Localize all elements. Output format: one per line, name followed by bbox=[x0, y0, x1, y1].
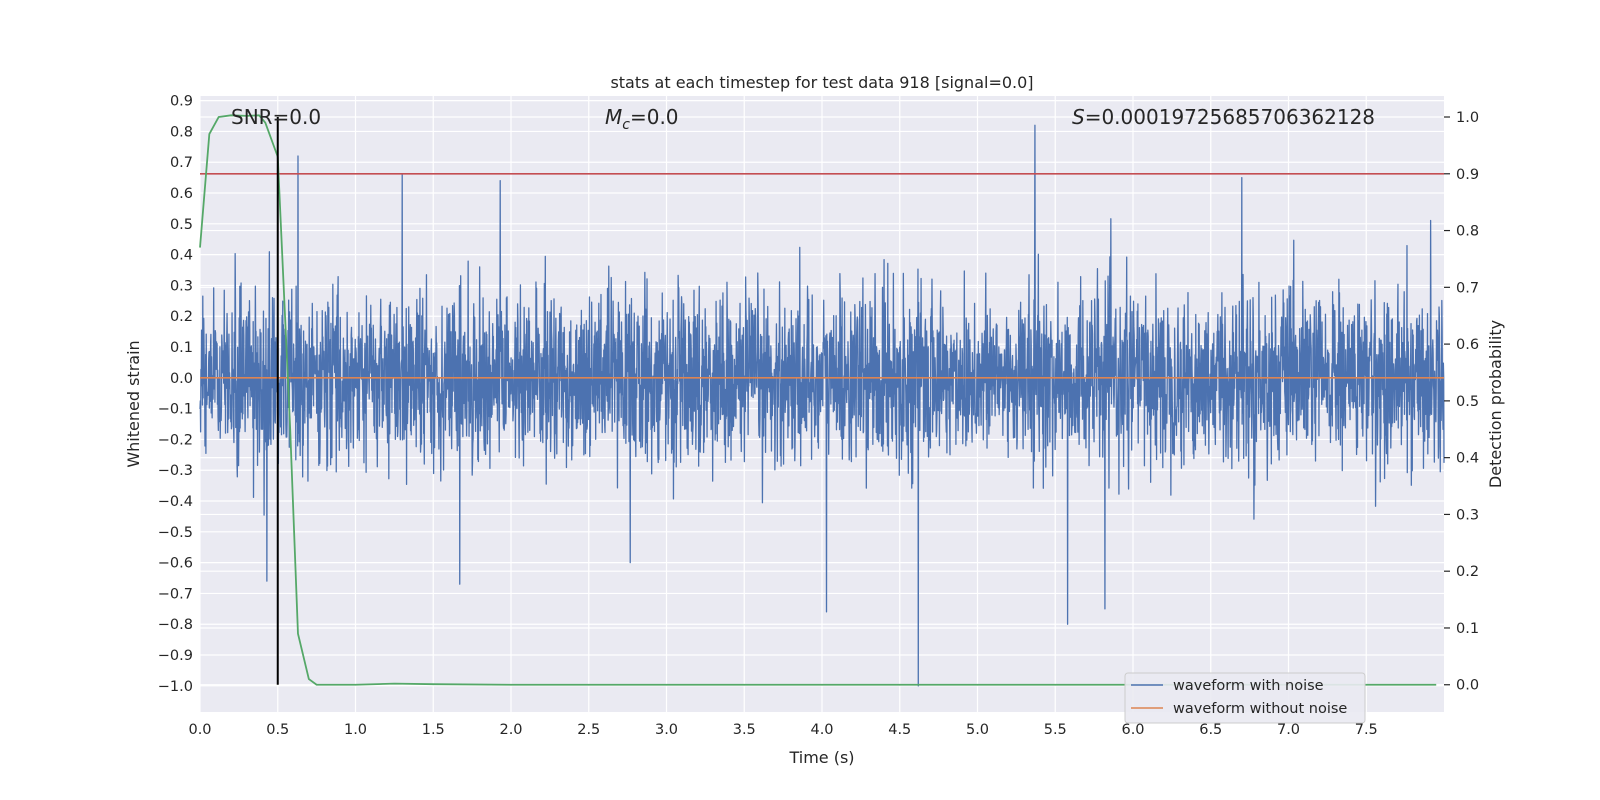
y-tick-label-left: 0.7 bbox=[170, 155, 193, 171]
chirp-mass-subscript: c bbox=[622, 117, 630, 133]
x-tick-label: 1.5 bbox=[422, 722, 445, 738]
y-tick-label-right: 0.5 bbox=[1456, 394, 1479, 410]
y-tick-label-right: 0.9 bbox=[1456, 167, 1479, 183]
x-tick-label: 3.5 bbox=[733, 722, 756, 738]
series-waveform-with-noise bbox=[199, 124, 1445, 687]
y-tick-label-left: −0.6 bbox=[158, 556, 193, 572]
y-tick-label-right: 0.6 bbox=[1456, 337, 1479, 353]
y-tick-label-left: −0.3 bbox=[158, 463, 193, 479]
y-tick-label-left: −0.4 bbox=[158, 494, 193, 510]
y-tick-label-right: 0.7 bbox=[1456, 280, 1479, 296]
s-value: =0.00019725685706362128 bbox=[1085, 105, 1375, 129]
x-tick-label: 6.0 bbox=[1121, 722, 1144, 738]
y-tick-label-left: −0.2 bbox=[158, 432, 193, 448]
chirp-mass-value: =0.0 bbox=[630, 105, 679, 129]
y-tick-label-left: 0.3 bbox=[170, 278, 193, 294]
y-tick-label-left: −0.9 bbox=[158, 648, 193, 664]
s-annotation: S=0.00019725685706362128 bbox=[1072, 105, 1375, 129]
y-tick-label-right: 0.1 bbox=[1456, 621, 1479, 637]
x-axis-label: Time (s) bbox=[788, 748, 854, 767]
y-tick-label-left: 0.1 bbox=[170, 340, 193, 356]
x-tick-label: 6.5 bbox=[1199, 722, 1222, 738]
y-tick-label-left: 0.8 bbox=[170, 124, 193, 140]
y-axis-label-right: Detection probability bbox=[1486, 320, 1505, 488]
y-tick-label-left: 0.6 bbox=[170, 186, 193, 202]
x-tick-label: 1.0 bbox=[344, 722, 367, 738]
y-tick-label-right: 0.2 bbox=[1456, 564, 1479, 580]
chart-title: stats at each timestep for test data 918… bbox=[610, 73, 1033, 92]
ticks: 0.0 0.5 1.0 1.5 2.0 2.5 3.0 3.5 4.0 4.5 5.0 5.5 6.0 6… bbox=[158, 94, 1479, 738]
y-tick-label-left: 0.5 bbox=[170, 217, 193, 233]
x-tick-label: 4.5 bbox=[888, 722, 911, 738]
x-tick-label: 2.0 bbox=[499, 722, 522, 738]
x-tick-label: 3.0 bbox=[655, 722, 678, 738]
y-tick-label-right: 0.0 bbox=[1456, 678, 1479, 694]
chirp-mass-annotation: Mc=0.0 bbox=[605, 105, 679, 133]
x-tick-label: 0.5 bbox=[266, 722, 289, 738]
x-tick-label: 2.5 bbox=[577, 722, 600, 738]
y-tick-label-left: −0.1 bbox=[158, 402, 193, 418]
x-tick-label: 5.5 bbox=[1044, 722, 1067, 738]
legend-box bbox=[1124, 672, 1366, 724]
y-tick-label-left: −1.0 bbox=[158, 679, 193, 695]
x-tick-label: 4.0 bbox=[810, 722, 833, 738]
y-tick-label-left: 0.2 bbox=[170, 309, 193, 325]
y-tick-label-left: 0.4 bbox=[170, 248, 193, 264]
y-tick-label-left: −0.8 bbox=[158, 617, 193, 633]
y-tick-label-left: 0.0 bbox=[170, 371, 193, 387]
x-tick-label: 7.0 bbox=[1277, 722, 1300, 738]
series-detection-probability bbox=[199, 114, 1437, 686]
x-tick-label: 7.5 bbox=[1355, 722, 1378, 738]
y-tick-label-right: 1.0 bbox=[1456, 110, 1479, 126]
legend-label-noise: waveform with noise bbox=[1173, 678, 1324, 694]
y-tick-label-left: −0.7 bbox=[158, 586, 193, 602]
s-symbol: S bbox=[1072, 105, 1085, 129]
y-tick-label-left: −0.5 bbox=[158, 525, 193, 541]
y-tick-label-left: 0.9 bbox=[170, 94, 193, 110]
chirp-mass-symbol: M bbox=[605, 105, 622, 129]
legend: waveform with noise waveform without noi… bbox=[1124, 672, 1366, 724]
series-layer bbox=[199, 114, 1445, 687]
y-tick-label-right: 0.4 bbox=[1456, 451, 1479, 467]
legend-label-clean: waveform without noise bbox=[1173, 701, 1347, 717]
y-tick-label-right: 0.3 bbox=[1456, 507, 1479, 523]
snr-annotation: SNR=0.0 bbox=[231, 105, 321, 129]
x-tick-label: 5.0 bbox=[966, 722, 989, 738]
y-tick-label-right: 0.8 bbox=[1456, 224, 1479, 240]
y-axis-label-left: Whitened strain bbox=[124, 340, 143, 467]
x-tick-label: 0.0 bbox=[188, 722, 211, 738]
